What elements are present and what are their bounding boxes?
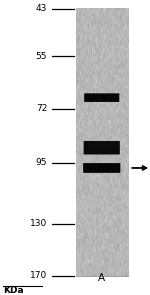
Text: 72: 72 (36, 104, 47, 113)
FancyBboxPatch shape (83, 163, 120, 173)
Text: 170: 170 (30, 271, 47, 280)
Text: 95: 95 (36, 158, 47, 167)
Text: KDa: KDa (3, 286, 24, 295)
Text: 43: 43 (36, 4, 47, 13)
FancyBboxPatch shape (84, 147, 120, 155)
Bar (76, 9, 128, 276)
Text: 130: 130 (30, 219, 47, 228)
FancyBboxPatch shape (84, 93, 119, 102)
Text: 55: 55 (36, 52, 47, 61)
FancyBboxPatch shape (84, 141, 120, 147)
Text: A: A (98, 273, 105, 283)
